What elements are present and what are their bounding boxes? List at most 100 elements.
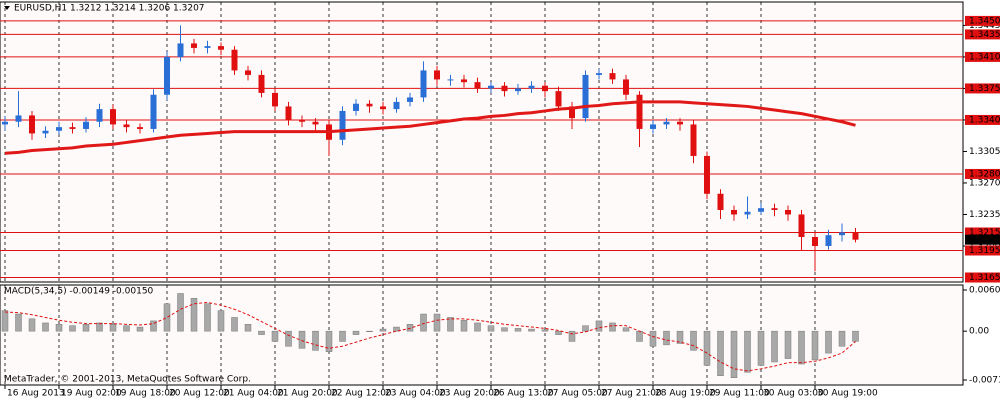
candle-body (83, 121, 89, 129)
price-panel (0, 1, 964, 283)
candle-body (555, 91, 562, 107)
macd-bar (96, 322, 103, 332)
macd-bar (690, 330, 697, 351)
macd-bar (109, 324, 117, 332)
candle-body (191, 43, 197, 48)
last-price-label: 1.3207 (969, 235, 1000, 245)
macd-bar (501, 327, 508, 332)
macd-bar (676, 330, 684, 344)
candle-body (272, 92, 278, 107)
macd-bar (568, 330, 576, 342)
level-label: 1.3435 (969, 30, 1000, 40)
macd-bar (474, 322, 481, 332)
macd-bar (609, 322, 616, 332)
macd-bar (622, 327, 630, 332)
level-label-box (965, 272, 1000, 283)
macd-bar (190, 298, 198, 332)
candle-body (528, 85, 535, 89)
level-label: 1.3280 (969, 169, 1000, 179)
level-label: 1.3410 (969, 52, 1000, 62)
candle-body (380, 106, 386, 110)
level-label-box (965, 83, 1000, 94)
candle-body (110, 109, 116, 125)
macd-bar (744, 330, 751, 373)
macd-bar (1, 310, 9, 332)
x-tick-label: 26 Aug 13:00 (493, 389, 554, 399)
candle-body (501, 85, 508, 92)
level-label: 1.3195 (969, 246, 1000, 256)
y-tick-label: 0.00 (969, 327, 989, 337)
candle-body (812, 236, 818, 246)
macd-bar (123, 325, 130, 332)
macd-bar (204, 303, 211, 332)
macd-bar (825, 330, 832, 354)
candle-body (650, 124, 656, 129)
x-tick-label: 28 Aug 19:00 (655, 389, 716, 399)
candle-body (258, 74, 265, 93)
candle-body (353, 103, 359, 111)
macd-bar (69, 325, 76, 332)
candle-body (15, 115, 22, 122)
candle-body (677, 121, 683, 125)
macd-bar (663, 330, 670, 346)
macd-bar (339, 330, 346, 342)
macd-bar (852, 330, 859, 342)
chart-title: EURUSD,H1 1.3212 1.3214 1.3206 1.3207 (14, 4, 205, 14)
macd-bar (487, 325, 495, 332)
candle-body (839, 232, 845, 236)
candle-body (704, 155, 710, 194)
macd-bar (541, 329, 549, 332)
menu-icon[interactable] (4, 6, 10, 10)
y-tick-label: 0.00601 (969, 286, 1000, 296)
macd-title: MACD(5,34,5) -0.00149 -0.00150 (4, 287, 154, 297)
candle-body (852, 232, 859, 240)
candle-body (569, 106, 575, 119)
candle-body (717, 193, 724, 210)
candle-body (150, 94, 157, 129)
macd-bar (55, 324, 63, 332)
last-price-box (965, 234, 1000, 245)
x-tick-label: 20 Aug 12:00 (169, 389, 230, 399)
candle-body (771, 208, 778, 210)
macd-bar (217, 310, 225, 332)
macd-bar (136, 326, 144, 332)
macd-bar (838, 330, 846, 347)
macd-bar (163, 303, 171, 332)
macd-bar (231, 317, 238, 332)
macd-bar (460, 319, 468, 332)
macd-bar (379, 328, 387, 332)
candle-body (582, 74, 589, 119)
level-label-box (965, 168, 1000, 179)
candle-body (29, 115, 35, 134)
x-tick-label: 30 Aug 19:00 (817, 389, 878, 399)
x-tick-label: 21 Aug 04:00 (223, 389, 284, 399)
candle-body (542, 85, 548, 92)
y-tick-label: 1.3270 (969, 178, 1000, 188)
candle-body (177, 43, 184, 57)
candle-body (218, 46, 224, 50)
macd-bar (258, 330, 265, 335)
x-tick-label: 27 Aug 21:00 (601, 389, 662, 399)
y-tick-label: 1.3305 (969, 147, 1000, 157)
candle-body (474, 82, 481, 89)
candle-body (420, 70, 427, 98)
macd-bar (393, 326, 400, 332)
level-label-box (965, 15, 1000, 26)
level-label: 1.3340 (969, 115, 1000, 125)
candle-body (461, 79, 467, 83)
level-label-box (965, 227, 1000, 238)
candle-body (596, 73, 602, 75)
candle-body (447, 79, 454, 81)
level-label-box (965, 114, 1000, 125)
footer: MetaTrader, © 2001-2013, MetaQuotes Soft… (4, 375, 251, 385)
macd-bar (28, 318, 36, 332)
x-tick-label: 23 Aug 04:00 (385, 389, 446, 399)
candle-body (204, 46, 211, 48)
moving-average (4, 100, 856, 155)
macd-bar (420, 313, 427, 332)
x-tick-label: 29 Aug 11:00 (709, 389, 770, 399)
macd-bar (582, 325, 589, 332)
candle-body (798, 214, 805, 237)
macd-bar (595, 320, 603, 332)
candle-body (231, 49, 238, 71)
